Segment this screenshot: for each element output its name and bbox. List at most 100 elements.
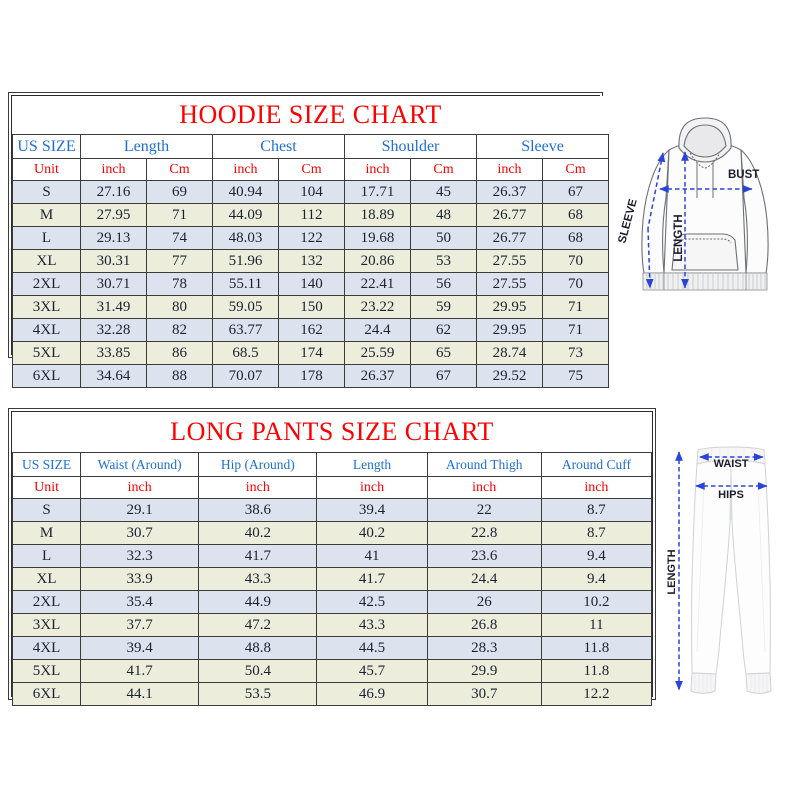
pants-value-cell: 10.2 bbox=[540, 590, 653, 614]
hoodie-value-cell: 18.89 bbox=[344, 203, 411, 227]
pants-size-chart-block: LONG PANTS SIZE CHART US SIZE Waist (Aroun… bbox=[8, 408, 656, 706]
hoodie-value-cell: 71 bbox=[541, 295, 610, 319]
table-row: 6XL 34.64 88 70.07 178 26.37 67 29.52 75 bbox=[12, 364, 610, 388]
hoodie-group-header: Sleeve bbox=[475, 134, 610, 159]
hoodie-value-cell: 26.37 bbox=[476, 180, 543, 204]
pants-value-cell: 40.2 bbox=[316, 521, 428, 545]
hoodie-value-cell: 59.05 bbox=[212, 295, 279, 319]
hoodie-value-cell: 27.55 bbox=[476, 249, 543, 273]
hoodie-value-cell: 77 bbox=[146, 249, 213, 273]
pants-value-cell: 48.8 bbox=[198, 636, 318, 660]
hoodie-value-cell: 45 bbox=[410, 180, 477, 204]
pants-group-header: Waist (Around) bbox=[80, 452, 200, 477]
hoodie-value-cell: 70 bbox=[541, 249, 610, 273]
table-row: S 27.16 69 40.94 104 17.71 45 26.37 67 bbox=[12, 180, 610, 204]
pants-value-cell: 40.2 bbox=[198, 521, 318, 545]
pants-size-cell: M bbox=[11, 521, 82, 545]
table-row: L 32.3 41.7 41 23.6 9.4 bbox=[11, 544, 653, 568]
pants-size-cell: L bbox=[11, 544, 82, 568]
hoodie-value-cell: 74 bbox=[146, 226, 213, 250]
pants-value-cell: 50.4 bbox=[198, 659, 318, 683]
pants-value-cell: 9.4 bbox=[540, 544, 653, 568]
pants-value-cell: 39.4 bbox=[80, 636, 200, 660]
hoodie-size-cell: 5XL bbox=[12, 341, 81, 365]
table-row: 6XL 44.1 53.5 46.9 30.7 12.2 bbox=[11, 682, 653, 706]
hoodie-value-cell: 28.74 bbox=[476, 341, 543, 365]
pants-us-size-header: US SIZE bbox=[11, 452, 82, 477]
hoodie-value-cell: 30.31 bbox=[80, 249, 147, 273]
hoodie-value-cell: 48.03 bbox=[212, 226, 279, 250]
hoodie-size-table: HOODIE SIZE CHART US SIZE Length Chest Shoul… bbox=[12, 96, 610, 388]
pants-value-cell: 45.7 bbox=[316, 659, 428, 683]
table-row: S 29.1 38.6 39.4 22 8.7 bbox=[11, 498, 653, 522]
hoodie-value-cell: 70.07 bbox=[212, 364, 279, 388]
pants-value-cell: 44.9 bbox=[198, 590, 318, 614]
pants-unit-row: Unit inch inch inch inch inch bbox=[11, 476, 653, 499]
hoodie-unit-row: Unit inch Cm inch Cm inch Cm inch Cm bbox=[12, 158, 610, 181]
pants-value-cell: 43.3 bbox=[316, 613, 428, 637]
pants-value-cell: 8.7 bbox=[540, 498, 653, 522]
hoodie-value-cell: 17.71 bbox=[344, 180, 411, 204]
pants-unit-cell: inch bbox=[540, 476, 653, 499]
hoodie-value-cell: 29.13 bbox=[80, 226, 147, 250]
hoodie-value-cell: 68.5 bbox=[212, 341, 279, 365]
pants-value-cell: 30.7 bbox=[80, 521, 200, 545]
hoodie-value-cell: 132 bbox=[278, 249, 345, 273]
pants-value-cell: 37.7 bbox=[80, 613, 200, 637]
pants-value-cell: 39.4 bbox=[316, 498, 428, 522]
hoodie-size-cell: 4XL bbox=[12, 318, 81, 342]
hoodie-value-cell: 65 bbox=[410, 341, 477, 365]
hoodie-size-cell: 6XL bbox=[12, 364, 81, 388]
hoodie-value-cell: 24.4 bbox=[344, 318, 411, 342]
pants-value-cell: 8.7 bbox=[540, 521, 653, 545]
hoodie-size-chart-block: HOODIE SIZE CHART US SIZE Length Chest Shoul… bbox=[8, 92, 610, 388]
pants-value-cell: 41.7 bbox=[198, 544, 318, 568]
hoodie-value-cell: 20.86 bbox=[344, 249, 411, 273]
pants-illustration: WAIST HIPS LENGTH bbox=[664, 442, 798, 700]
hoodie-unit-cell: inch bbox=[344, 158, 411, 181]
table-row: M 27.95 71 44.09 112 18.89 48 26.77 68 bbox=[12, 203, 610, 227]
pants-value-cell: 53.5 bbox=[198, 682, 318, 706]
pants-size-table: LONG PANTS SIZE CHART US SIZE Waist (Aroun… bbox=[11, 412, 653, 706]
pants-group-header: Hip (Around) bbox=[198, 452, 318, 477]
pants-unit-cell: inch bbox=[426, 476, 542, 499]
hoodie-value-cell: 29.95 bbox=[476, 295, 543, 319]
hoodie-unit-header: Unit bbox=[12, 158, 81, 181]
hoodie-group-header: Chest bbox=[212, 134, 345, 159]
hoodie-value-cell: 112 bbox=[278, 203, 345, 227]
hoodie-value-cell: 44.09 bbox=[212, 203, 279, 227]
hoodie-unit-cell: inch bbox=[212, 158, 279, 181]
hoodie-title-row: HOODIE SIZE CHART bbox=[12, 96, 609, 135]
pants-group-header-row: US SIZE Waist (Around) Hip (Around) Length A… bbox=[11, 452, 653, 477]
table-row: XL 30.31 77 51.96 132 20.86 53 27.55 70 bbox=[12, 249, 610, 273]
hoodie-diagram-svg: BUST LENGTH SLEEVE bbox=[616, 117, 769, 291]
pants-value-cell: 23.6 bbox=[426, 544, 542, 568]
hoodie-value-cell: 32.28 bbox=[80, 318, 147, 342]
pants-unit-cell: inch bbox=[316, 476, 428, 499]
hoodie-group-header: Length bbox=[80, 134, 213, 159]
pants-value-cell: 26.8 bbox=[426, 613, 542, 637]
pants-title-row: LONG PANTS SIZE CHART bbox=[12, 412, 652, 453]
pants-value-cell: 38.6 bbox=[198, 498, 318, 522]
hoodie-value-cell: 82 bbox=[146, 318, 213, 342]
hoodie-value-cell: 31.49 bbox=[80, 295, 147, 319]
hoodie-unit-cell: Cm bbox=[410, 158, 477, 181]
pants-group-header: Around Cuff bbox=[540, 452, 653, 477]
hoodie-value-cell: 29.95 bbox=[476, 318, 543, 342]
sleeve-label: SLEEVE bbox=[616, 197, 639, 244]
pants-size-cell: 4XL bbox=[11, 636, 82, 660]
hoodie-value-cell: 55.11 bbox=[212, 272, 279, 296]
hoodie-value-cell: 73 bbox=[541, 341, 610, 365]
pants-value-cell: 24.4 bbox=[426, 567, 542, 591]
hoodie-value-cell: 67 bbox=[410, 364, 477, 388]
hoodie-unit-cell: Cm bbox=[278, 158, 345, 181]
hoodie-value-cell: 69 bbox=[146, 180, 213, 204]
hoodie-unit-cell: inch bbox=[80, 158, 147, 181]
pants-value-cell: 32.3 bbox=[80, 544, 200, 568]
joggers-diagram-svg: WAIST HIPS LENGTH bbox=[666, 446, 772, 694]
hoodie-value-cell: 30.71 bbox=[80, 272, 147, 296]
hoodie-value-cell: 34.64 bbox=[80, 364, 147, 388]
hoodie-value-cell: 63.77 bbox=[212, 318, 279, 342]
hoodie-value-cell: 122 bbox=[278, 226, 345, 250]
hoodie-value-cell: 48 bbox=[410, 203, 477, 227]
